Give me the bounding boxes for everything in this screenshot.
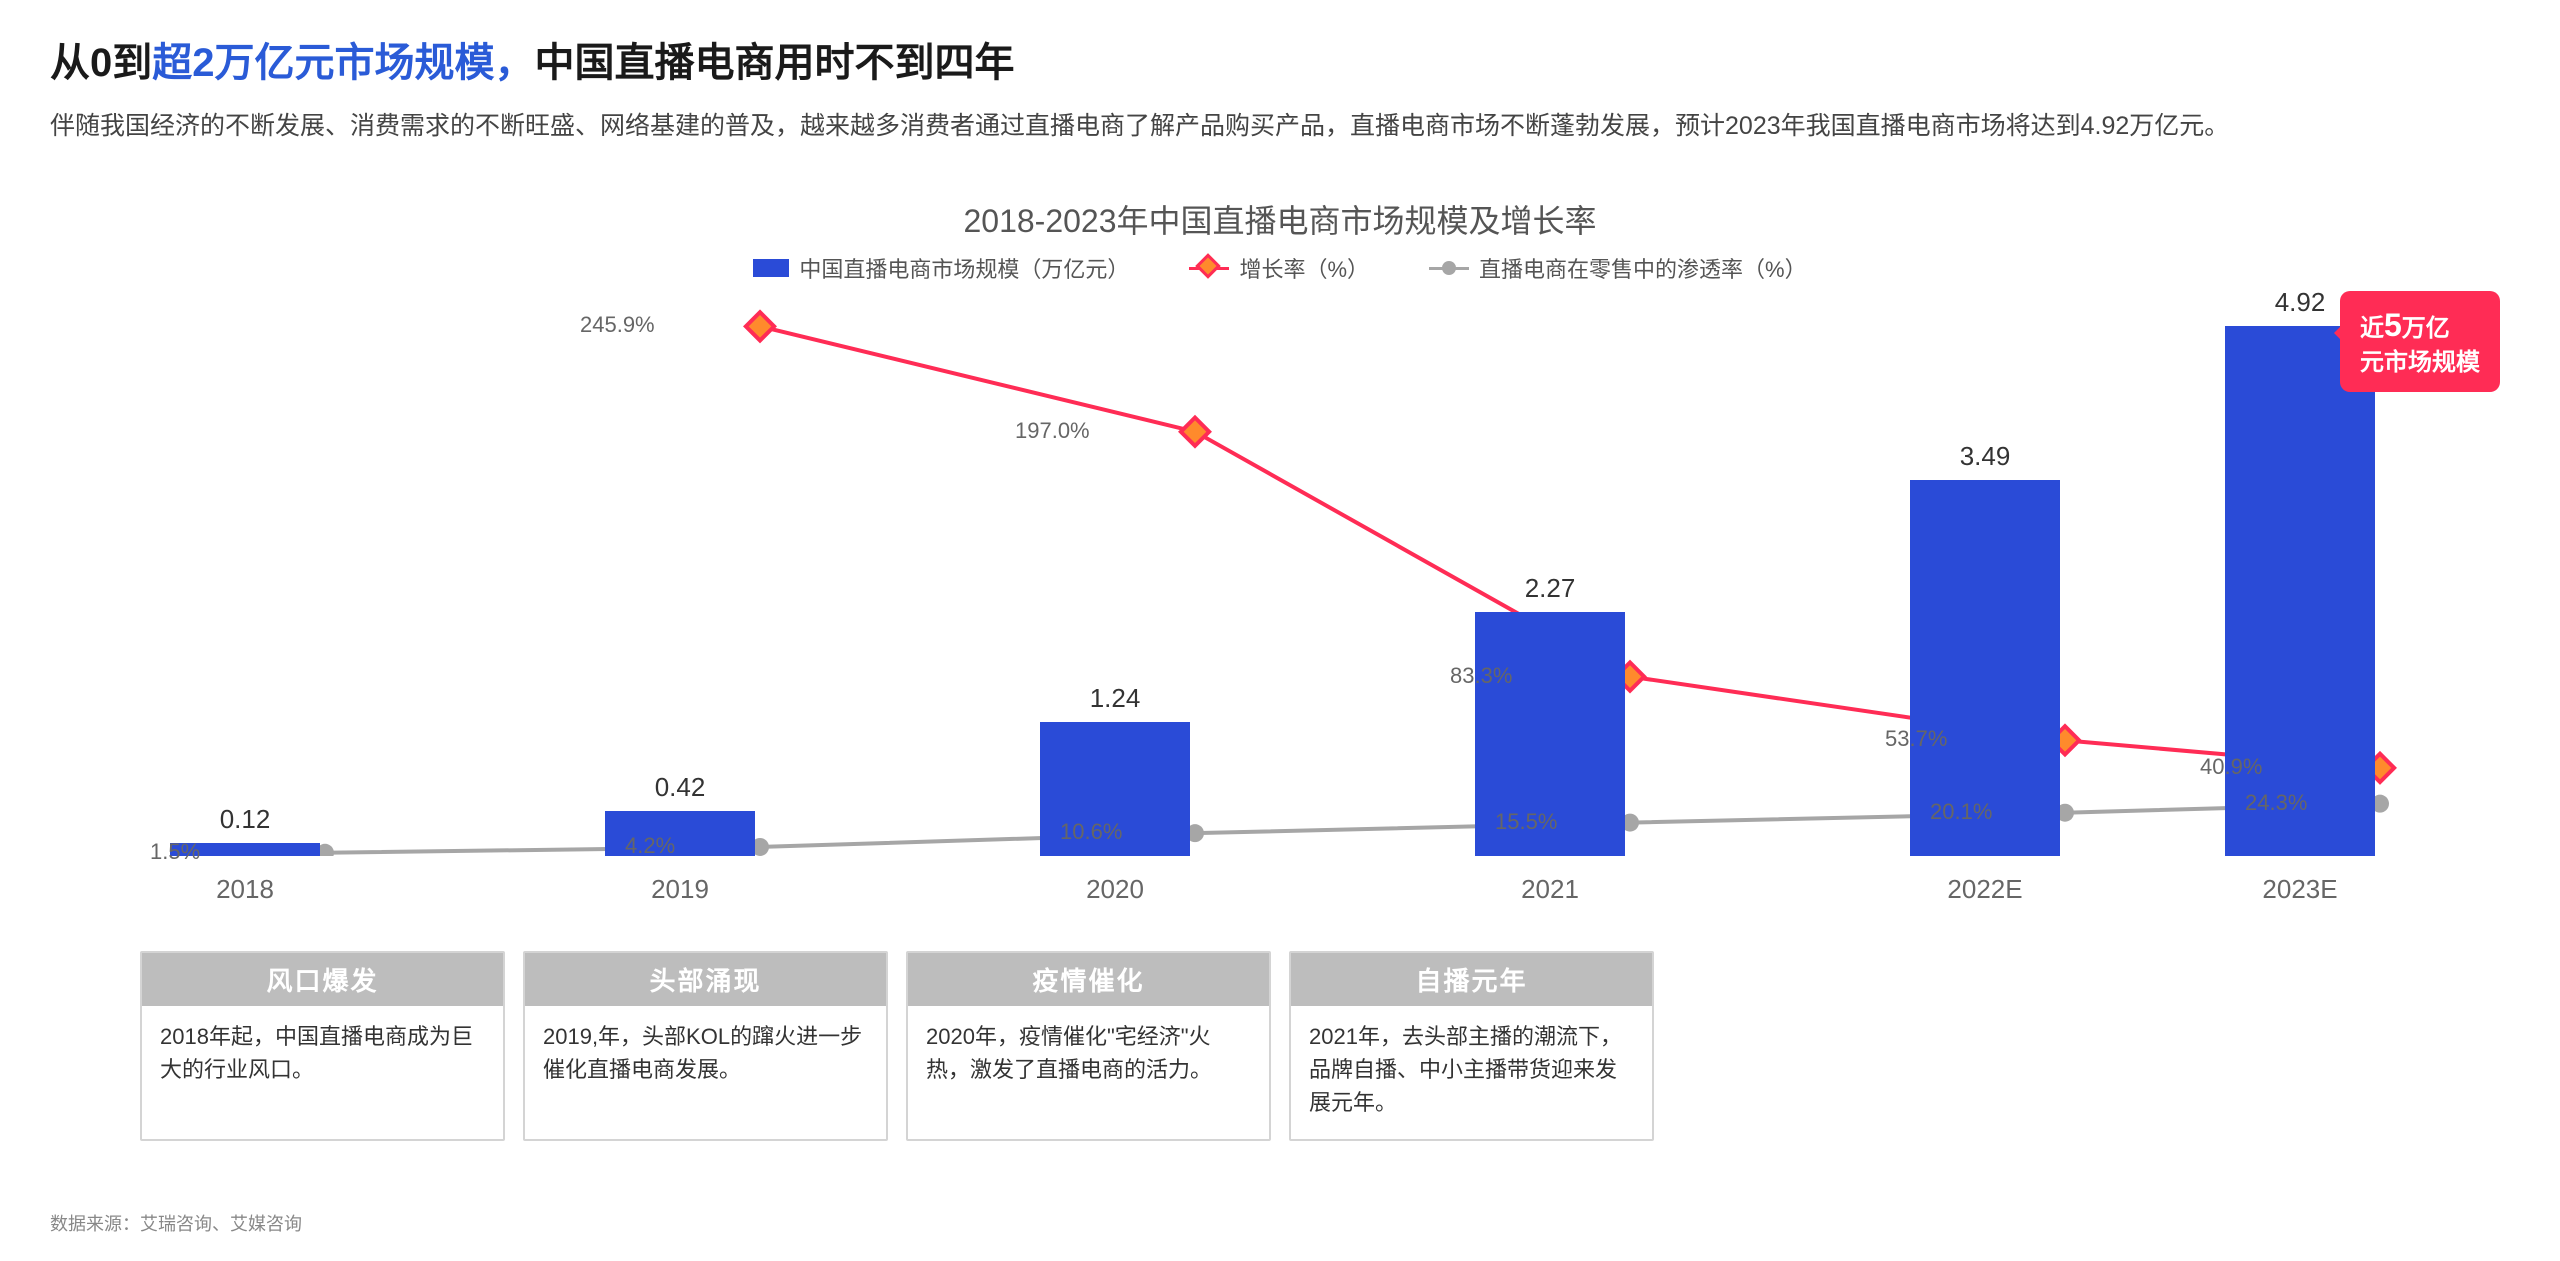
info-boxes-row: 风口爆发2018年起，中国直播电商成为巨大的行业风口。头部涌现2019,年，头部…	[140, 951, 2490, 1141]
legend-bar-label: 中国直播电商市场规模（万亿元）	[799, 252, 1129, 284]
x-axis-label: 2022E	[1915, 874, 2055, 905]
chart-legend: 中国直播电商市场规模（万亿元） 增长率（%） 直播电商在零售中的渗透率（%）	[70, 252, 2490, 284]
info-box-body: 2021年，去头部主播的潮流下，品牌自播、中小主播带货迎来发展元年。	[1291, 1006, 1652, 1139]
legend-penetration-label: 直播电商在零售中的渗透率（%）	[1479, 252, 1807, 284]
legend-growth-line	[1189, 267, 1229, 270]
callout-line2: 元市场规模	[2360, 347, 2480, 378]
penetration-label: 20.1%	[1930, 799, 1992, 825]
legend-penetration-marker	[1442, 261, 1456, 275]
legend-growth: 增长率（%）	[1189, 252, 1369, 284]
info-box-header: 自播元年	[1291, 953, 1652, 1006]
subtitle-text: 伴随我国经济的不断发展、消费需求的不断旺盛、网络基建的普及，越来越多消费者通过直…	[50, 106, 2470, 146]
info-box: 自播元年2021年，去头部主播的潮流下，品牌自播、中小主播带货迎来发展元年。	[1289, 951, 1654, 1141]
legend-growth-label: 增长率（%）	[1239, 252, 1369, 284]
title-highlight: 超2万亿元市场规模，	[152, 41, 534, 85]
x-axis-label: 2019	[610, 874, 750, 905]
callout-line1: 近5万亿	[2360, 305, 2480, 347]
legend-penetration: 直播电商在零售中的渗透率（%）	[1429, 252, 1807, 284]
chart-lines-svg	[70, 296, 2490, 856]
callout-badge: 近5万亿 元市场规模	[2340, 291, 2500, 392]
growth-label: 83.3%	[1450, 663, 1512, 689]
bar-value-label: 3.49	[1925, 441, 2045, 472]
info-box: 疫情催化2020年，疫情催化"宅经济"火热，激发了直播电商的活力。	[906, 951, 1271, 1141]
bar-value-label: 0.12	[185, 804, 305, 835]
legend-bar: 中国直播电商市场规模（万亿元）	[753, 252, 1129, 284]
callout-post: 万亿	[2402, 315, 2450, 342]
x-axis-label: 2020	[1045, 874, 1185, 905]
info-box: 头部涌现2019,年，头部KOL的蹿火进一步催化直播电商发展。	[523, 951, 888, 1141]
title-part1: 从0到	[50, 41, 152, 85]
growth-label: 53.7%	[1885, 726, 1947, 752]
penetration-label: 10.6%	[1060, 819, 1122, 845]
x-axis-label: 2018	[175, 874, 315, 905]
x-axis-label: 2023E	[2230, 874, 2370, 905]
growth-label: 197.0%	[1015, 418, 1090, 444]
data-source: 数据来源：艾瑞咨询、艾媒咨询	[50, 1210, 302, 1236]
plot-area: 0.1220181.5%0.4220194.2%245.9%1.24202010…	[70, 296, 2490, 856]
page-title: 从0到超2万亿元市场规模，中国直播电商用时不到四年	[50, 30, 2510, 88]
info-box-body: 2019,年，头部KOL的蹿火进一步催化直播电商发展。	[525, 1006, 886, 1126]
chart-title: 2018-2023年中国直播电商市场规模及增长率	[70, 196, 2490, 242]
legend-penetration-line	[1429, 267, 1469, 270]
legend-growth-marker	[1196, 253, 1221, 278]
x-axis-label: 2021	[1480, 874, 1620, 905]
info-box-header: 风口爆发	[142, 953, 503, 1006]
callout-pre: 近	[2360, 315, 2384, 342]
callout-big: 5	[2384, 307, 2402, 343]
info-box-body: 2018年起，中国直播电商成为巨大的行业风口。	[142, 1006, 503, 1126]
legend-bar-swatch	[753, 259, 789, 277]
info-box-header: 头部涌现	[525, 953, 886, 1006]
penetration-label: 24.3%	[2245, 790, 2307, 816]
growth-label: 245.9%	[580, 312, 655, 338]
penetration-label: 4.2%	[625, 833, 675, 859]
chart-container: 2018-2023年中国直播电商市场规模及增长率 中国直播电商市场规模（万亿元）…	[70, 196, 2490, 976]
growth-label: 40.9%	[2200, 754, 2262, 780]
info-box-header: 疫情催化	[908, 953, 1269, 1006]
info-box-body: 2020年，疫情催化"宅经济"火热，激发了直播电商的活力。	[908, 1006, 1269, 1126]
penetration-label: 1.5%	[150, 839, 200, 865]
bar-value-label: 2.27	[1490, 573, 1610, 604]
info-box: 风口爆发2018年起，中国直播电商成为巨大的行业风口。	[140, 951, 505, 1141]
bar-value-label: 0.42	[620, 772, 740, 803]
penetration-label: 15.5%	[1495, 809, 1557, 835]
title-part2: 中国直播电商用时不到四年	[535, 41, 1015, 85]
bar-value-label: 1.24	[1055, 683, 1175, 714]
